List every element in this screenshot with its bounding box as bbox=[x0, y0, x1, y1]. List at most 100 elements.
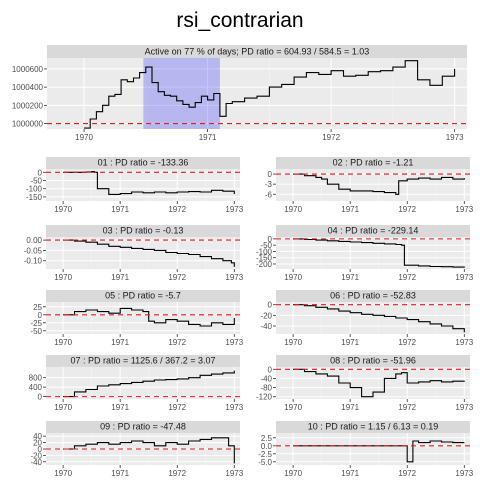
y-tick-label: -150 bbox=[26, 193, 43, 202]
x-tick-label: 1971 bbox=[111, 205, 129, 214]
y-tick-label: 20 bbox=[33, 439, 42, 448]
x-tick-label: 1970 bbox=[284, 403, 302, 412]
x-tick-label: 1972 bbox=[398, 205, 416, 214]
y-tick-label: -0.10 bbox=[24, 257, 43, 266]
panel-background bbox=[47, 58, 467, 129]
y-tick-label: 2.5 bbox=[261, 434, 273, 443]
y-tick-label: -20 bbox=[260, 311, 272, 320]
x-tick-label: 1972 bbox=[398, 403, 416, 412]
x-tick-label: 1973 bbox=[455, 338, 473, 347]
y-tick-label: 40 bbox=[33, 432, 42, 441]
panel-background bbox=[276, 433, 470, 465]
series-line bbox=[293, 173, 465, 195]
y-tick-label: 400 bbox=[29, 383, 43, 392]
panel-1: 01 : PD ratio = -133.36 0-50-100-150 1970 1… bbox=[26, 157, 244, 214]
y-tick-label: -100 bbox=[256, 247, 273, 256]
x-tick-label: 1973 bbox=[446, 133, 464, 142]
panel-strip bbox=[46, 225, 240, 237]
panel-4: 04 : PD ratio = -229.14 0-50-100-150-200 1… bbox=[256, 225, 474, 282]
x-tick-label: 1972 bbox=[322, 133, 340, 142]
y-tick-label: 0 bbox=[268, 365, 273, 374]
y-tick-label: 0 bbox=[268, 301, 273, 310]
panel-strip-label: 07 : PD ratio = 1125.6 / 367.2 = 3.07 bbox=[71, 356, 216, 366]
x-tick-label: 1972 bbox=[398, 273, 416, 282]
panel-strip-label: 02 : PD ratio = -1.21 bbox=[333, 158, 414, 168]
panel-strip-label: Active on 77 % of days; PD ratio = 604.9… bbox=[145, 47, 370, 57]
x-tick-label: 1972 bbox=[398, 469, 416, 478]
x-tick-label: 1970 bbox=[54, 205, 72, 214]
y-tick-label: 0 bbox=[38, 168, 43, 177]
panel-3: 03 : PD ratio = -0.13 0.00-0.05 -0.10 1970 1… bbox=[24, 225, 244, 282]
x-tick-label: 1971 bbox=[111, 338, 129, 347]
highlight-region bbox=[143, 58, 220, 129]
x-tick-label: 1970 bbox=[284, 469, 302, 478]
x-tick-label: 1971 bbox=[341, 403, 359, 412]
x-tick-label: 1971 bbox=[341, 338, 359, 347]
panel-strip-label: 05 : PD ratio = -5.7 bbox=[105, 291, 181, 301]
y-tick-label: -50 bbox=[30, 176, 42, 185]
panel-strip-label: 08 : PD ratio = -51.96 bbox=[330, 356, 416, 366]
panel-strip-label: 03 : PD ratio = -0.13 bbox=[103, 226, 184, 236]
panel-strip bbox=[46, 290, 240, 302]
panel-10: 10 : PD ratio = 1.15 / 6.13 = 0.19 2.50.0… bbox=[258, 421, 474, 478]
x-tick-label: 1970 bbox=[54, 403, 72, 412]
x-tick-label: 1970 bbox=[54, 469, 72, 478]
series-line bbox=[84, 60, 456, 129]
x-tick-label: 1973 bbox=[455, 403, 473, 412]
y-tick-label: 1000200 bbox=[12, 101, 44, 110]
y-tick-label: 0 bbox=[38, 445, 43, 454]
panel-strip bbox=[46, 355, 240, 367]
series-line bbox=[63, 437, 235, 464]
panel-strip-label: 01 : PD ratio = -133.36 bbox=[98, 158, 189, 168]
chart-panels: Active on 77 % of days; PD ratio = 604.9… bbox=[12, 45, 474, 478]
panel-background bbox=[46, 169, 240, 201]
x-tick-label: 1970 bbox=[284, 205, 302, 214]
panel-5: 05 : PD ratio = -5.7 250-25-50 1970 1971 197… bbox=[30, 290, 244, 347]
y-tick-label: -200 bbox=[256, 260, 273, 269]
y-tick-label: 800 bbox=[29, 374, 43, 383]
chart-title: rsi_contrarian bbox=[176, 9, 303, 32]
x-tick-label: 1972 bbox=[168, 273, 186, 282]
y-tick-label: -40 bbox=[260, 374, 272, 383]
y-tick-label: -80 bbox=[260, 384, 272, 393]
x-tick-label: 1970 bbox=[284, 273, 302, 282]
y-tick-label: -25 bbox=[30, 319, 42, 328]
y-tick-label: -50 bbox=[260, 241, 272, 250]
x-tick-label: 1971 bbox=[111, 403, 129, 412]
x-tick-label: 1972 bbox=[168, 403, 186, 412]
x-tick-label: 1972 bbox=[168, 338, 186, 347]
y-tick-label: -40 bbox=[260, 322, 272, 331]
y-tick-label: 0 bbox=[38, 311, 43, 320]
y-tick-label: 25 bbox=[33, 303, 42, 312]
panel-background bbox=[46, 237, 240, 269]
panel-strip bbox=[276, 225, 470, 237]
x-tick-label: 1973 bbox=[455, 273, 473, 282]
panel-strip bbox=[46, 421, 240, 433]
y-tick-label: -40 bbox=[30, 458, 42, 467]
x-tick-label: 1971 bbox=[341, 469, 359, 478]
x-tick-label: 1973 bbox=[455, 205, 473, 214]
y-tick-label: 0.00 bbox=[26, 236, 42, 245]
y-tick-label: -50 bbox=[30, 327, 42, 336]
y-tick-label: -150 bbox=[256, 254, 273, 263]
y-tick-label: -20 bbox=[30, 451, 42, 460]
series-line bbox=[63, 239, 235, 267]
x-tick-label: 1973 bbox=[225, 205, 243, 214]
y-tick-label: -5.0 bbox=[258, 458, 272, 467]
panel-strip-label: 10 : PD ratio = 1.15 / 6.13 = 0.19 bbox=[308, 422, 439, 432]
panel-2: 02 : PD ratio = -1.21 0-3-6 1970 1971 1972 19… bbox=[265, 157, 474, 214]
x-tick-label: 1973 bbox=[225, 273, 243, 282]
y-tick-label: 1000600 bbox=[12, 65, 44, 74]
x-tick-label: 1970 bbox=[54, 338, 72, 347]
x-tick-label: 1971 bbox=[111, 273, 129, 282]
y-tick-label: 0 bbox=[268, 235, 273, 244]
x-tick-label: 1970 bbox=[54, 273, 72, 282]
x-tick-label: 1971 bbox=[199, 133, 217, 142]
panel-strip bbox=[47, 45, 467, 58]
y-tick-label: -0.05 bbox=[24, 246, 43, 255]
y-tick-label: 0 bbox=[268, 170, 273, 179]
series-line bbox=[63, 370, 235, 398]
series-line bbox=[293, 304, 465, 333]
